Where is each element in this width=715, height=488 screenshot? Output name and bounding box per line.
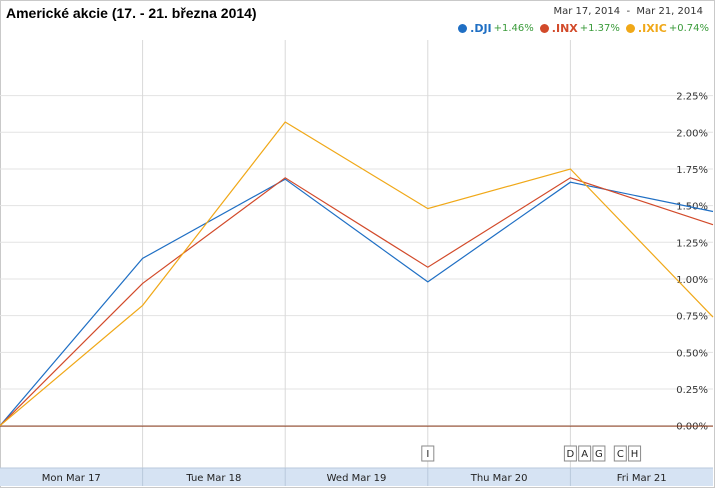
y-tick-label: 2.00% [676,128,708,139]
x-tick-label: Wed Mar 19 [327,473,387,484]
x-tick-label: Mon Mar 17 [42,473,101,484]
y-tick-label: 1.00% [676,275,708,286]
event-flag [628,445,642,462]
series-line-dji [0,178,714,427]
event-flag-label: A [581,449,588,460]
y-tick-label: 0.75% [676,312,708,323]
legend-item-inx[interactable]: .INX +1.37% [539,22,620,35]
legend-name-ixic: .IXIC [637,22,667,35]
legend-change-dji: +1.46% [493,23,534,34]
date-range: Mar 17, 2014 - Mar 21, 2014 [553,6,703,17]
event-flag-label: C [617,449,624,460]
legend: .DJI +1.46% .INX +1.37% .IXIC +0.74% [458,22,709,35]
y-tick-label: 0.50% [676,348,708,359]
x-tick-label: Thu Mar 20 [470,473,528,484]
legend-dot-dji [458,24,468,33]
legend-item-ixic[interactable]: .IXIC +0.74% [625,22,709,35]
event-flag [613,445,627,462]
event-flag [578,445,592,462]
series-line-ixic [0,121,714,427]
chart-title: Americké akcie (17. - 21. března 2014) [6,5,257,21]
y-tick-label: 0.25% [676,385,708,396]
legend-change-inx: +1.37% [579,23,620,34]
y-tick-label: 2.25% [676,92,708,103]
x-axis-band [0,468,713,486]
x-tick-label: Fri Mar 21 [617,473,667,484]
event-flag-label: D [567,449,575,460]
event-flag-label: H [631,449,639,460]
event-flag [592,445,606,462]
legend-dot-ixic [625,24,635,33]
x-tick-label: Tue Mar 18 [185,473,241,484]
legend-item-dji[interactable]: .DJI +1.46% [458,22,534,35]
legend-name-dji: .DJI [470,22,492,35]
event-flag-label: G [595,449,603,460]
legend-dot-inx [539,24,549,33]
y-tick-label: 0.00% [676,422,708,433]
legend-change-ixic: +0.74% [668,23,709,34]
event-flag-label: I [426,449,429,460]
event-flag [563,445,577,462]
event-flag [421,445,435,462]
y-tick-label: 1.25% [676,238,708,249]
y-tick-label: 1.75% [676,165,708,176]
series-line-inx [0,177,714,427]
legend-name-inx: .INX [551,22,578,35]
